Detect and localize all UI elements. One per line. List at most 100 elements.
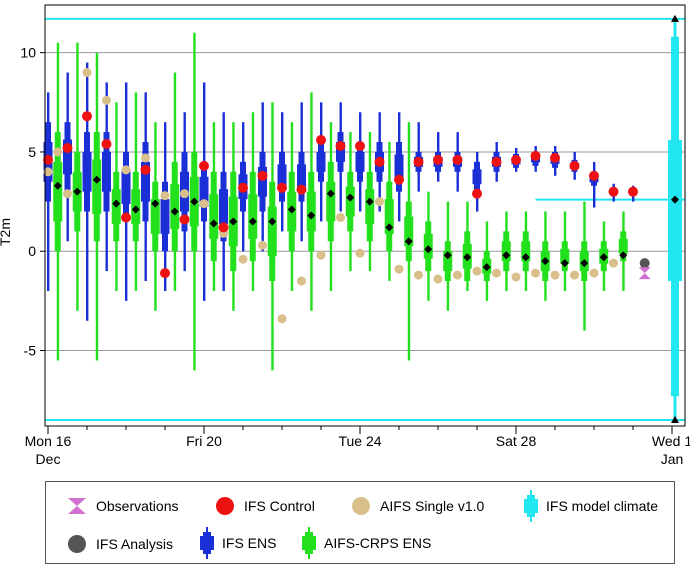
- ifs-ens-inner-box: [316, 151, 326, 172]
- ifs-control-point: [472, 188, 482, 199]
- median-marker: [404, 237, 413, 246]
- ifs-control-point: [433, 154, 443, 165]
- aifs-single-point: [238, 254, 248, 264]
- ifs-ens-inner-box: [141, 161, 150, 202]
- tan-dot-icon: [352, 497, 370, 515]
- ifs-ens-inner-box: [121, 169, 131, 205]
- legend-label-observations: Observations: [96, 498, 179, 514]
- ifs-ens-inner-box: [472, 169, 482, 185]
- ifs-ens-inner-box: [297, 164, 306, 190]
- ifs-control-point: [569, 160, 580, 171]
- aifs-single-point: [355, 248, 365, 258]
- median-marker: [229, 217, 238, 226]
- ifs-analysis-point: [639, 258, 650, 269]
- climate-inner-box: [668, 140, 682, 282]
- median-marker: [463, 253, 472, 262]
- ifs-control-point: [452, 154, 463, 165]
- median-marker: [326, 189, 335, 198]
- median-marker: [151, 199, 160, 208]
- climate-box-icon: [524, 490, 538, 522]
- aifs-single-point: [570, 270, 579, 280]
- aifs-single-point: [160, 191, 170, 201]
- x-tick-label: Tue 24: [338, 433, 381, 449]
- ifs-control-point: [589, 170, 599, 181]
- legend-label-model-climate: IFS model climate: [546, 498, 659, 514]
- ifs-control-point: [511, 154, 521, 165]
- median-marker: [73, 187, 82, 196]
- median-marker: [131, 205, 140, 214]
- legend-item-aifs-single: AIFS Single v1.0: [350, 496, 484, 516]
- ifs-ens-inner-box: [336, 142, 345, 162]
- median-marker: [190, 197, 199, 206]
- aifs-crps-inner-box: [248, 194, 258, 239]
- x-tick-sublabel: Jan: [661, 451, 684, 467]
- ifs-control-point: [257, 170, 268, 181]
- ifs-ens-inner-box: [355, 151, 365, 172]
- grid-layer: [45, 52, 685, 352]
- legend-item-aifs-crps: AIFS-CRPS ENS: [302, 527, 431, 559]
- aifs-single-point: [180, 189, 189, 199]
- aifs-single-point: [375, 197, 384, 207]
- aifs-crps-inner-box: [521, 241, 531, 262]
- box-layer: [43, 32, 638, 371]
- aifs-crps-inner-box: [209, 194, 219, 239]
- ifs-ens-inner-box: [219, 189, 228, 224]
- ifs-control-point: [316, 135, 326, 146]
- median-marker: [307, 211, 316, 220]
- ifs-ens-inner-box: [102, 151, 111, 192]
- ifs-control-point: [394, 174, 404, 185]
- ifs-ens-inner-box: [199, 176, 209, 207]
- median-marker: [599, 253, 608, 262]
- x-tick-label: Sat 28: [496, 433, 537, 449]
- aifs-single-point: [414, 270, 423, 280]
- median-marker: [92, 175, 101, 184]
- grey-dot-icon: [68, 535, 86, 553]
- observation-marker-bottom: [638, 273, 651, 280]
- median-marker: [248, 217, 257, 226]
- median-marker: [385, 223, 394, 232]
- aifs-single-point: [433, 274, 443, 284]
- legend-item-observations: Observations: [66, 496, 178, 516]
- median-marker: [560, 259, 569, 268]
- legend-label-aifs-crps: AIFS-CRPS ENS: [324, 535, 432, 551]
- median-marker: [521, 253, 530, 262]
- ifs-ens-inner-box: [394, 154, 404, 180]
- aifs-single-point: [297, 276, 306, 286]
- x-tick-label: Mon 16: [25, 433, 72, 449]
- ifs-ens-inner-box: [160, 199, 170, 234]
- ifs-control-point: [335, 140, 346, 151]
- hourglass-icon: [68, 498, 86, 514]
- ifs-control-point: [179, 214, 190, 225]
- aifs-single-point: [511, 272, 521, 282]
- y-axis-label: T2m: [0, 218, 13, 246]
- ifs-control-point: [628, 186, 638, 197]
- observation-marker-top: [638, 267, 651, 274]
- forecast-chart: -5 0 5 10 Mon 16 Dec Fri 20 Tue 24 Sat 28 Wed 1 Ja…: [0, 4, 690, 467]
- ifs-control-point: [355, 140, 365, 151]
- legend-label-aifs-single: AIFS Single v1.0: [380, 498, 485, 514]
- ifs-control-point: [491, 156, 502, 167]
- legend: Observations IFS Control AIFS Single v1.…: [45, 481, 675, 564]
- aifs-single-point: [82, 68, 92, 78]
- legend-item-ifs-ens: IFS ENS: [200, 527, 276, 559]
- ifs-control-point: [277, 182, 287, 193]
- y-tick-label: 5: [28, 144, 36, 160]
- red-dot-icon: [216, 497, 234, 515]
- aifs-single-point: [589, 268, 599, 278]
- crps-box-icon: [302, 527, 316, 559]
- y-tick-label: 0: [28, 243, 36, 259]
- aifs-crps-inner-box: [560, 248, 570, 264]
- aifs-crps-inner-box: [365, 189, 375, 224]
- legend-item-ifs-control: IFS Control: [214, 496, 315, 516]
- aifs-crps-inner-box: [404, 216, 414, 247]
- aifs-crps-inner-box: [618, 238, 628, 254]
- legend-item-model-climate: IFS model climate: [524, 490, 658, 522]
- x-tick-label: Wed 1: [652, 433, 690, 449]
- aifs-single-point: [258, 240, 267, 250]
- ifs-control-point: [218, 222, 229, 233]
- legend-item-ifs-analysis: IFS Analysis: [66, 534, 173, 554]
- ifs-ens-inner-box: [277, 164, 287, 190]
- median-marker: [443, 251, 452, 260]
- x-tick-sublabel: Dec: [36, 451, 61, 467]
- median-marker: [365, 197, 374, 206]
